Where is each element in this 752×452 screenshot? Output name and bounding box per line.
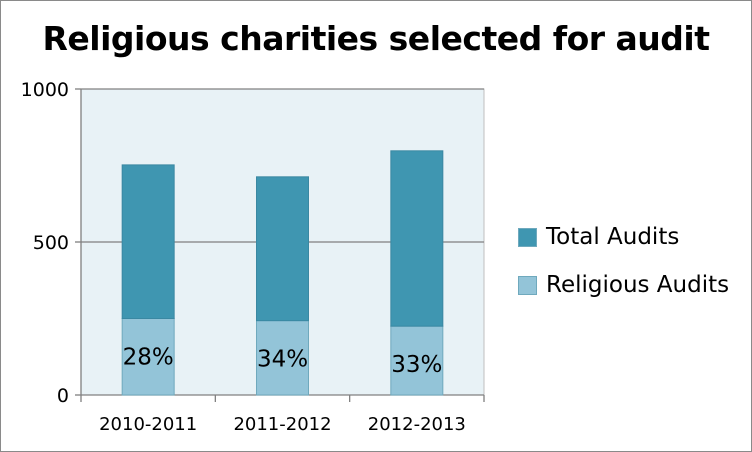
legend-label-total-audits: Total Audits: [546, 224, 680, 250]
y-tick-label: 500: [33, 232, 69, 254]
chart-title: Religious charities selected for audit: [42, 19, 710, 58]
data-label: 34%: [257, 347, 308, 373]
data-label: 33%: [391, 352, 442, 378]
bar-total-audits: [390, 150, 444, 327]
x-tick-label: 2010-2011: [99, 414, 197, 435]
bar-total-audits: [256, 176, 309, 322]
y-tick-label: 0: [57, 385, 69, 407]
x-tick-label: 2011-2012: [233, 414, 331, 435]
legend-item-religious-audits: Religious Audits: [518, 270, 729, 300]
legend-item-total-audits: Total Audits: [518, 222, 729, 252]
data-label: 28%: [123, 345, 174, 371]
x-tick-label: 2012-2013: [368, 414, 466, 435]
legend-label-religious-audits: Religious Audits: [546, 272, 730, 298]
legend: Total Audits Religious Audits: [518, 222, 729, 318]
y-tick-label: 1000: [21, 79, 69, 101]
bar-total-audits: [121, 164, 175, 319]
legend-swatch-religious-audits: [518, 275, 537, 295]
bar-religious-audits: [256, 320, 309, 396]
bar-religious-audits: [121, 318, 175, 396]
legend-swatch-total-audits: [518, 227, 537, 247]
